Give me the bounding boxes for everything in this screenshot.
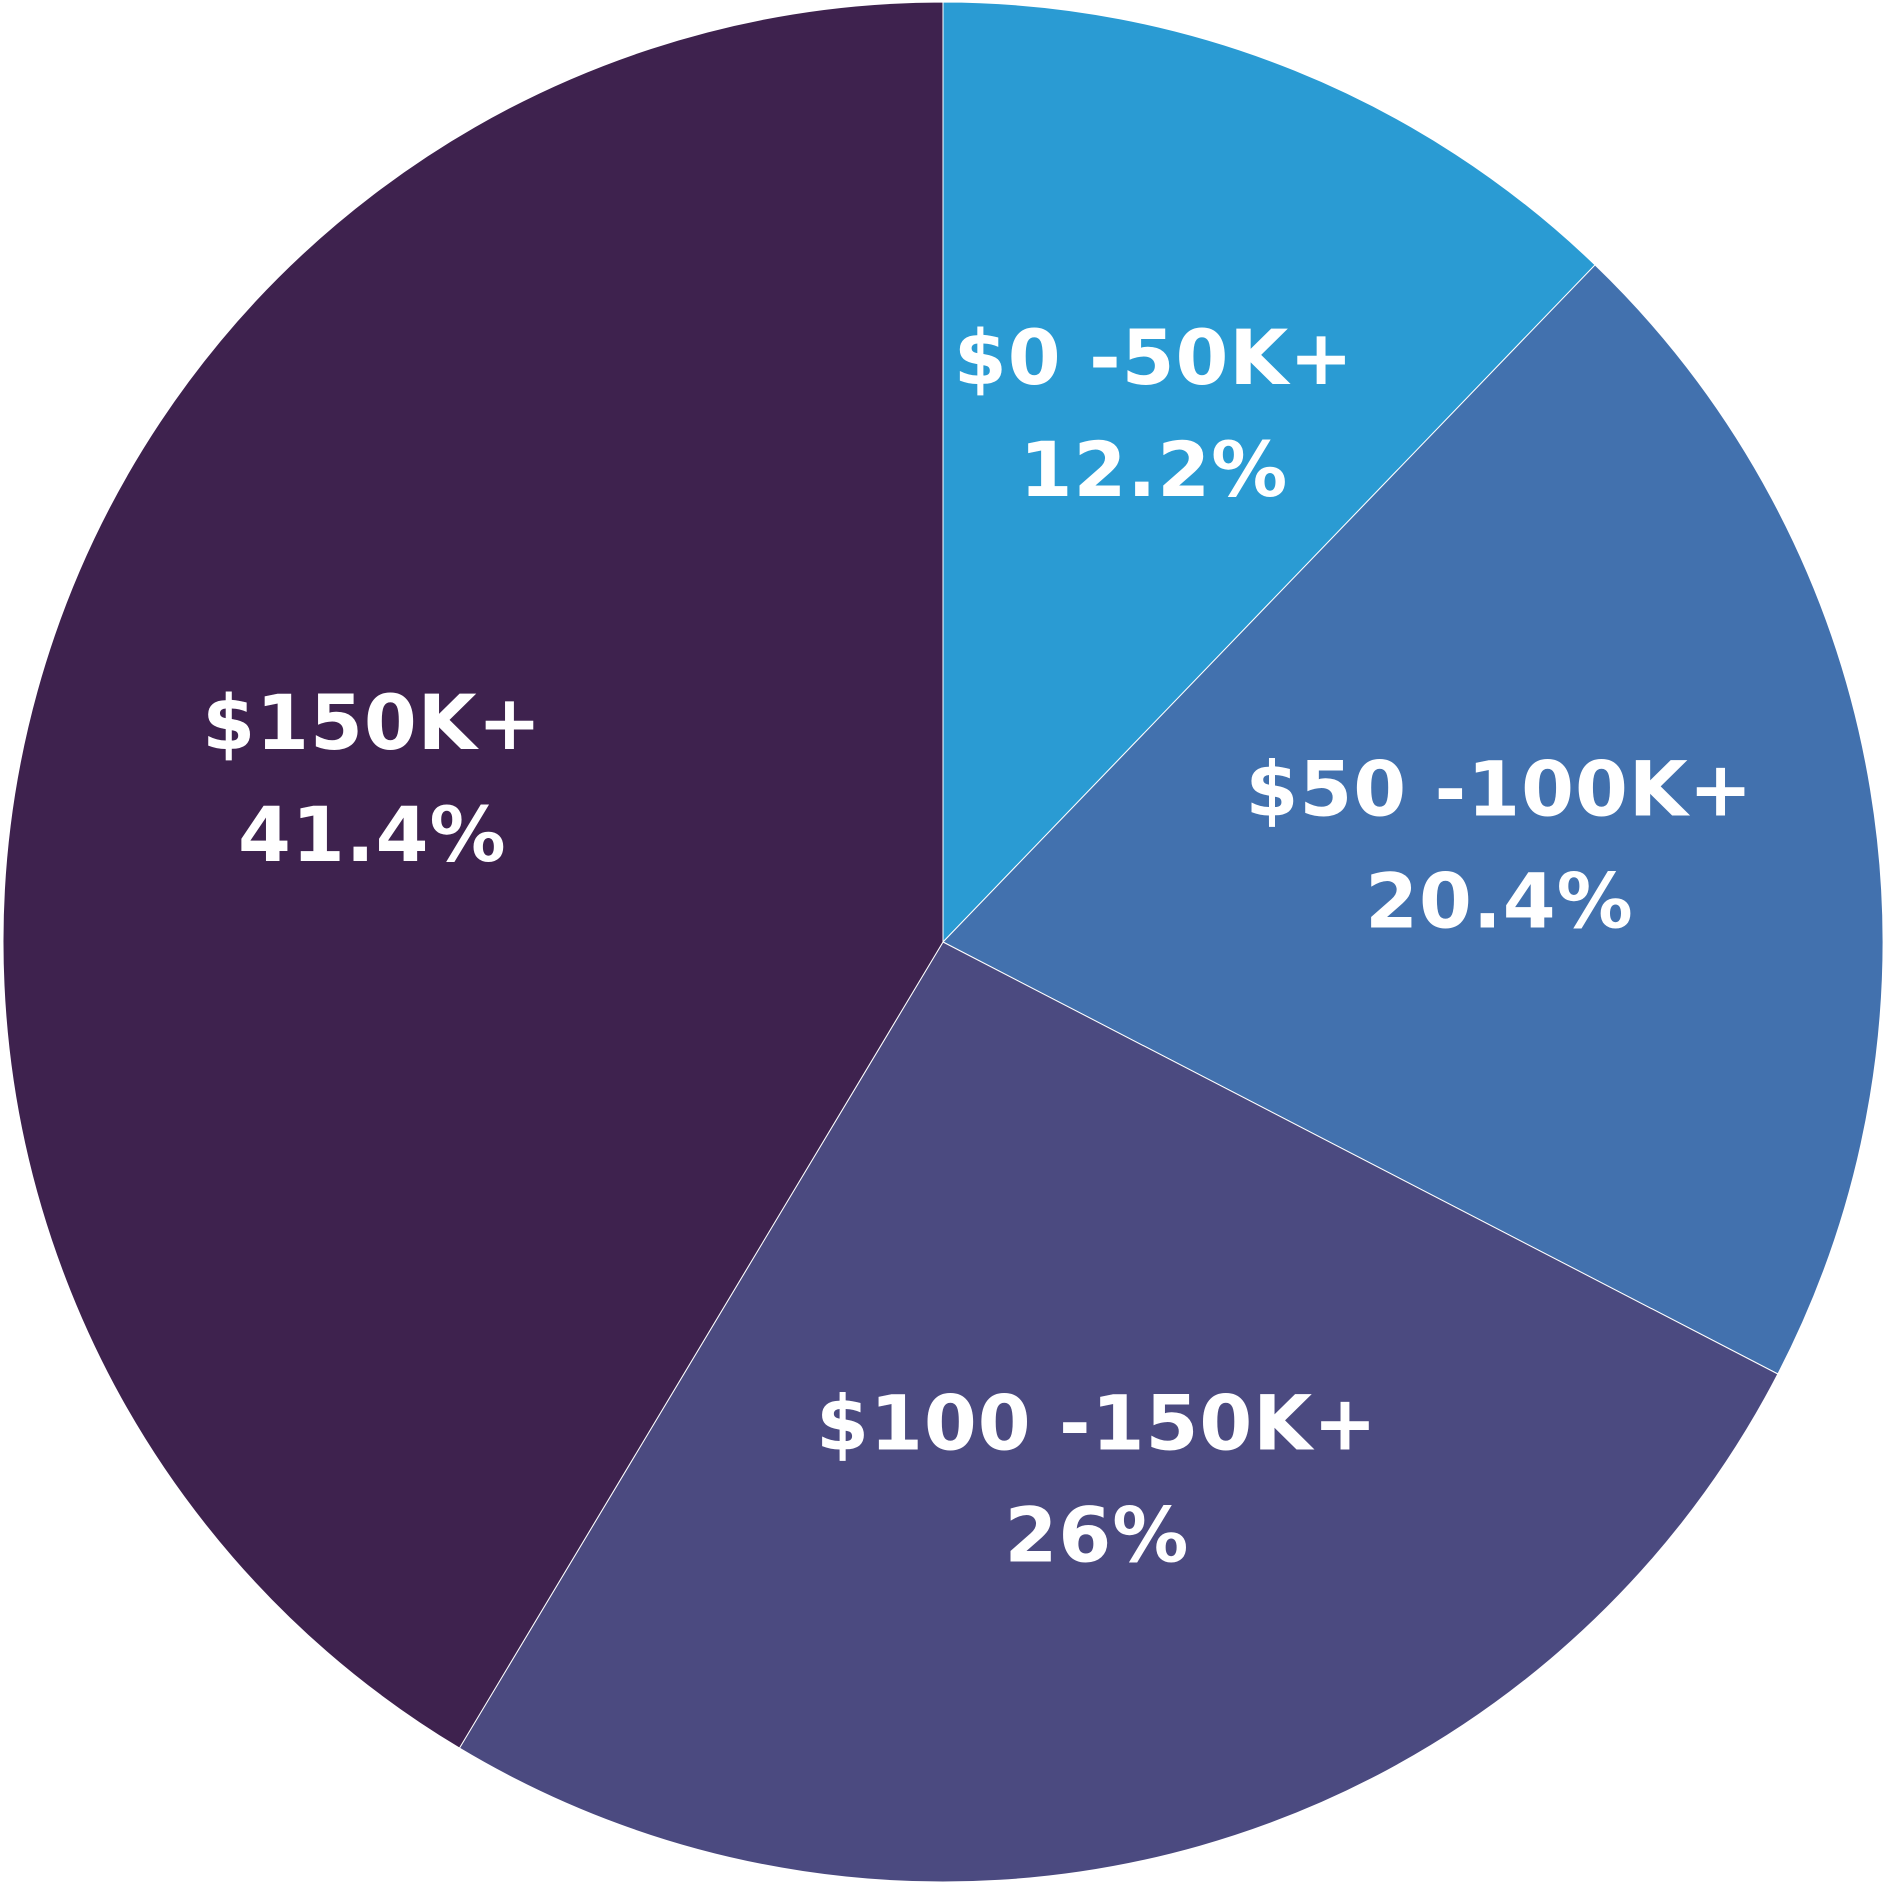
slice-category-label: $0 -50K+ — [954, 313, 1354, 402]
pie-slice — [2, 1, 944, 1749]
slice-category-label: $150K+ — [202, 678, 542, 767]
slice-percent-label: 20.4% — [1365, 856, 1634, 945]
pie-slice — [942, 1, 1596, 944]
pie-slice — [458, 941, 1779, 1883]
pie-labels: $0 -50K+ 12.2% $50 -100K+ 20.4% $100 -150K+ 2… — [202, 313, 1754, 1580]
slice-percent-label: 41.4% — [238, 790, 507, 879]
slice-category-label: $100 -150K+ — [816, 1379, 1378, 1468]
slice-category-label: $50 -100K+ — [1246, 744, 1754, 833]
pie-slice — [942, 264, 1884, 1375]
slice-percent-label: 12.2% — [1020, 425, 1289, 514]
slice-percent-label: 26% — [1004, 1491, 1189, 1580]
